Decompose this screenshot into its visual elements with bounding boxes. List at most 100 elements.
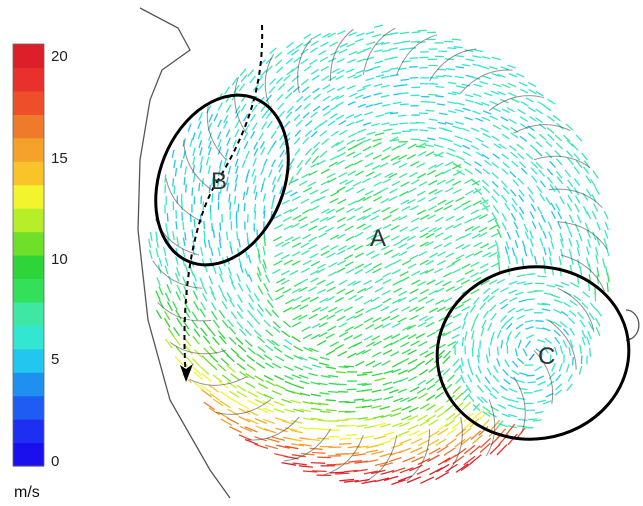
velocity-vector: [555, 203, 561, 212]
velocity-vector: [271, 309, 280, 318]
velocity-vector: [353, 74, 363, 79]
velocity-vector: [484, 384, 492, 393]
velocity-vector: [197, 120, 202, 130]
velocity-vector: [281, 199, 290, 205]
velocity-vector: [192, 335, 200, 345]
velocity-vector: [303, 365, 313, 370]
velocity-vector: [375, 114, 385, 118]
velocity-vector: [391, 132, 401, 135]
velocity-vector: [336, 186, 346, 193]
velocity-vector: [274, 417, 287, 422]
velocity-vector: [212, 336, 220, 346]
velocity-vector: [250, 130, 256, 139]
velocity-vector: [265, 111, 273, 119]
velocity-vector: [591, 210, 597, 220]
velocity-vector: [356, 188, 366, 194]
velocity-vector: [210, 291, 217, 301]
velocity-vector: [217, 191, 220, 201]
velocity-vector: [553, 329, 561, 337]
velocity-vector: [319, 297, 329, 304]
velocity-vector: [418, 392, 428, 400]
velocity-vector: [522, 348, 528, 357]
velocity-vector: [328, 374, 339, 378]
velocity-vector: [266, 299, 274, 309]
velocity-vector: [249, 75, 256, 84]
velocity-vector: [409, 288, 419, 295]
velocity-vector: [247, 309, 254, 318]
velocity-vector: [391, 216, 401, 222]
velocity-vector: [251, 122, 258, 131]
velocity-vector: [282, 288, 292, 294]
velocity-vector: [274, 59, 283, 67]
velocity-vector: [482, 405, 491, 413]
velocity-vector: [516, 281, 526, 285]
velocity-vector: [233, 195, 237, 205]
velocity-vector: [335, 371, 347, 374]
velocity-vector: [474, 187, 483, 196]
velocity-vector: [595, 308, 602, 317]
velocity-vector: [246, 320, 254, 328]
velocity-vector: [476, 384, 484, 393]
velocity-vector: [227, 166, 232, 175]
velocity-vector: [164, 265, 169, 275]
velocity-vector: [550, 240, 555, 250]
velocity-vector: [542, 230, 547, 239]
velocity-vector: [464, 331, 468, 341]
velocity-vector: [283, 365, 294, 371]
velocity-vector: [565, 123, 574, 131]
velocity-vector: [409, 254, 419, 261]
velocity-vector: [470, 288, 480, 295]
colorbar-band: [13, 90, 44, 115]
velocity-vector: [329, 113, 338, 119]
velocity-vector: [594, 186, 601, 195]
velocity-vector: [373, 83, 383, 88]
velocity-vector: [409, 314, 419, 321]
velocity-vector: [298, 216, 308, 222]
velocity-vector: [435, 95, 444, 98]
velocity-vector: [283, 224, 293, 231]
velocity-vector: [334, 296, 344, 303]
velocity-vector: [399, 226, 409, 233]
velocity-vector: [491, 212, 498, 221]
velocity-vector: [291, 374, 302, 379]
velocity-vector: [391, 268, 401, 275]
velocity-vector: [417, 458, 431, 466]
velocity-vector: [500, 116, 509, 122]
velocity-vector: [523, 248, 528, 257]
velocity-vector: [532, 419, 542, 422]
velocity-vector: [198, 182, 201, 192]
velocity-vector: [309, 447, 323, 450]
velocity-vector: [380, 94, 390, 98]
velocity-vector: [371, 335, 381, 341]
velocity-vector: [238, 238, 241, 248]
velocity-vector: [497, 73, 506, 78]
velocity-vector: [257, 382, 269, 390]
velocity-vector: [213, 113, 219, 122]
velocity-vector: [433, 243, 443, 250]
velocity-vector: [243, 202, 246, 212]
velocity-vector: [356, 223, 366, 230]
velocity-vector: [267, 146, 273, 156]
velocity-vector: [308, 347, 319, 353]
velocity-vector: [247, 254, 252, 264]
colorbar-band: [13, 348, 44, 373]
velocity-vector: [336, 216, 346, 223]
velocity-vector: [472, 110, 481, 115]
velocity-vector: [568, 346, 572, 356]
velocity-vector: [268, 169, 273, 178]
velocity-vector: [480, 127, 489, 133]
velocity-vector: [277, 83, 286, 91]
velocity-vector: [437, 349, 446, 358]
velocity-vector: [274, 294, 284, 301]
velocity-vector: [437, 251, 447, 257]
velocity-vector: [400, 199, 410, 205]
velocity-vector: [488, 279, 498, 285]
velocity-vector: [312, 141, 321, 149]
velocity-vector: [424, 241, 434, 247]
velocity-vector: [491, 387, 500, 394]
velocity-vector: [462, 151, 471, 157]
velocity-vector: [390, 314, 400, 321]
velocity-vector: [238, 434, 252, 441]
vane-outline: [429, 48, 477, 82]
velocity-vector: [389, 123, 399, 126]
